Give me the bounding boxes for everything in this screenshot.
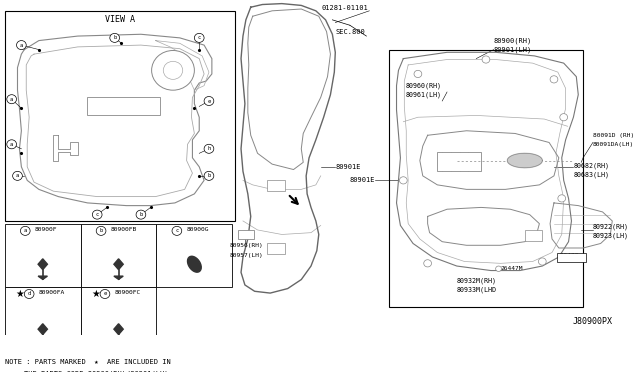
Polygon shape (38, 324, 47, 334)
Text: 80932M(RH): 80932M(RH) (457, 278, 497, 284)
Text: 80091D (RH): 80091D (RH) (593, 134, 634, 138)
Text: ★: ★ (15, 289, 24, 299)
Circle shape (24, 289, 34, 298)
Bar (156, 224, 232, 287)
Text: 80900G: 80900G (187, 227, 209, 232)
Polygon shape (508, 153, 542, 168)
Polygon shape (114, 341, 124, 344)
Circle shape (558, 195, 566, 202)
Text: 80901(LH): 80901(LH) (493, 47, 532, 54)
Circle shape (110, 33, 120, 42)
Text: 80900FB: 80900FB (111, 227, 137, 232)
Text: 80923(LH): 80923(LH) (593, 232, 629, 239)
Text: THE PARTS CODE 80900(RH)/80901(LH): THE PARTS CODE 80900(RH)/80901(LH) (24, 371, 169, 372)
Bar (557, 253, 586, 262)
Text: 80960(RH): 80960(RH) (405, 83, 441, 89)
Polygon shape (114, 324, 124, 334)
Circle shape (482, 56, 490, 63)
Text: b: b (113, 35, 116, 41)
Text: 80683(LH): 80683(LH) (573, 171, 609, 178)
Text: J80900PX: J80900PX (572, 317, 612, 327)
Circle shape (495, 266, 502, 272)
Circle shape (195, 33, 204, 42)
Circle shape (204, 96, 214, 106)
Polygon shape (114, 259, 124, 270)
Text: a: a (16, 173, 19, 178)
Polygon shape (38, 259, 47, 270)
Bar (525, 230, 542, 241)
Text: 80957(LH): 80957(LH) (229, 253, 263, 257)
Text: b: b (207, 173, 211, 178)
Polygon shape (114, 276, 124, 279)
Text: SEC.800: SEC.800 (335, 29, 365, 35)
Circle shape (96, 226, 106, 235)
Text: c: c (175, 228, 179, 233)
Circle shape (136, 210, 146, 219)
Text: c: c (198, 35, 201, 41)
Text: 80956(RH): 80956(RH) (229, 244, 263, 248)
Bar (5, 224, 81, 287)
Circle shape (152, 51, 195, 90)
Text: b: b (140, 212, 143, 217)
Circle shape (204, 144, 214, 153)
Circle shape (560, 113, 568, 121)
Text: 80091DA(LH): 80091DA(LH) (593, 142, 634, 147)
Bar (5, 287, 81, 352)
Text: a: a (10, 97, 13, 102)
Text: 80933M(LHD: 80933M(LHD (457, 287, 497, 293)
Circle shape (163, 61, 182, 79)
Bar (268, 180, 285, 191)
Bar (81, 287, 156, 352)
Text: a: a (24, 228, 27, 233)
Text: 80900FA: 80900FA (39, 291, 65, 295)
Bar (5, 11, 235, 221)
Text: 80900F: 80900F (35, 227, 58, 232)
Text: 80900FC: 80900FC (115, 291, 141, 295)
Polygon shape (38, 341, 47, 344)
Text: NOTE : PARTS MARKED  ★  ARE INCLUDED IN: NOTE : PARTS MARKED ★ ARE INCLUDED IN (5, 359, 171, 365)
Circle shape (100, 289, 110, 298)
Circle shape (399, 177, 407, 184)
Circle shape (92, 210, 102, 219)
Text: 80901E: 80901E (335, 164, 361, 170)
Circle shape (204, 171, 214, 180)
Bar (388, 49, 583, 307)
Text: VIEW A: VIEW A (105, 15, 135, 24)
Text: a: a (10, 142, 13, 147)
Text: b: b (99, 228, 102, 233)
Text: e: e (103, 292, 107, 296)
Bar (268, 244, 285, 254)
Text: -26420: -26420 (557, 253, 579, 257)
Circle shape (20, 226, 30, 235)
Bar (437, 151, 481, 171)
Circle shape (17, 41, 26, 49)
Text: 26447M: 26447M (500, 266, 523, 271)
Text: 80682(RH): 80682(RH) (573, 162, 609, 169)
Bar (238, 230, 253, 239)
Circle shape (172, 226, 182, 235)
Text: a: a (20, 42, 23, 48)
Polygon shape (38, 276, 47, 279)
Text: 80922(RH): 80922(RH) (593, 224, 629, 230)
Text: 80961(LH): 80961(LH) (405, 92, 441, 99)
Circle shape (13, 171, 22, 180)
Text: d: d (28, 292, 31, 296)
Text: h: h (207, 146, 211, 151)
Bar (88, 97, 161, 115)
Circle shape (414, 70, 422, 77)
Polygon shape (188, 256, 201, 272)
Text: 80900(RH): 80900(RH) (493, 38, 532, 44)
Circle shape (550, 76, 558, 83)
Circle shape (7, 95, 17, 104)
Bar (81, 224, 156, 287)
Text: 80901E: 80901E (350, 177, 376, 183)
Circle shape (424, 260, 431, 267)
Text: 01281-01101: 01281-01101 (322, 4, 369, 10)
Text: c: c (95, 212, 99, 217)
Text: e: e (207, 99, 211, 103)
Circle shape (538, 258, 546, 265)
Text: ★: ★ (91, 289, 100, 299)
Circle shape (7, 140, 17, 149)
